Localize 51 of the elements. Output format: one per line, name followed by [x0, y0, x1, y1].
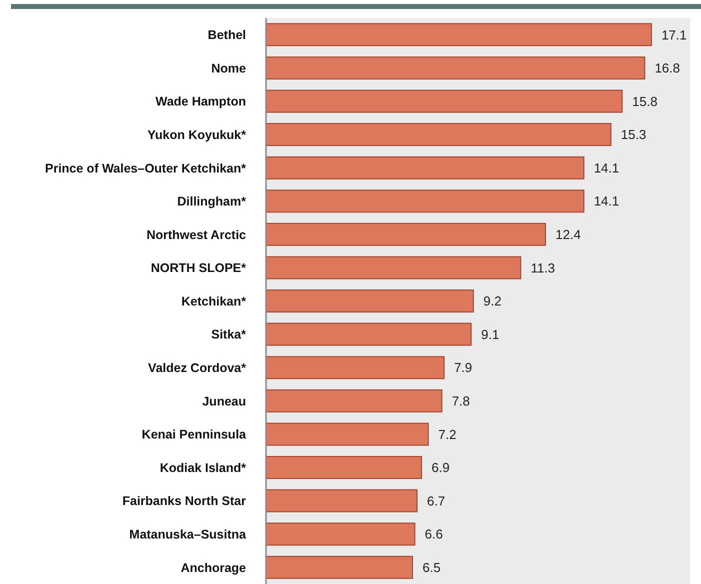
- bar: [266, 556, 414, 579]
- y-tick-label: Prince of Wales–Outer Ketchikan*: [45, 161, 246, 176]
- bar: [266, 489, 418, 512]
- data-label: 9.2: [483, 294, 502, 309]
- bar: [266, 23, 652, 46]
- data-label: 15.8: [632, 94, 658, 109]
- bar: [266, 190, 584, 213]
- y-tick-label: NORTH SLOPE*: [150, 261, 246, 276]
- data-label: 17.1: [661, 27, 687, 42]
- y-tick-label: Valdez Cordova*: [148, 361, 246, 376]
- bar: [266, 389, 442, 412]
- data-label: 15.3: [620, 127, 646, 142]
- y-tick-label: Anchorage: [180, 560, 246, 575]
- data-label: 6.9: [432, 460, 450, 476]
- bar: [266, 123, 612, 146]
- y-tick-label: Northwest Arctic: [146, 228, 246, 242]
- data-label: 7.8: [452, 394, 470, 409]
- y-tick-label: Fairbanks North Star: [122, 494, 246, 508]
- bar: [266, 456, 422, 479]
- y-tick-label: Bethel: [208, 28, 246, 42]
- data-label: 6.7: [427, 493, 446, 508]
- y-tick-label: Ketchikan*: [181, 294, 246, 308]
- y-tick-label: Matanuska–Susitna: [129, 527, 248, 542]
- bar: [266, 56, 646, 80]
- bar: [266, 90, 623, 113]
- data-label: 14.1: [594, 160, 620, 176]
- bar: [266, 422, 429, 446]
- data-label: 6.5: [422, 560, 441, 575]
- bar: [266, 522, 416, 546]
- y-tick-label: Kenai Penninsula: [142, 428, 248, 442]
- data-label: 7.2: [438, 426, 456, 442]
- data-label: 14.1: [594, 194, 620, 209]
- data-label: 7.9: [454, 360, 472, 376]
- data-label: 9.1: [481, 326, 500, 342]
- y-tick-label: Sitka*: [211, 328, 246, 342]
- data-label: 12.4: [556, 227, 581, 242]
- bar: [266, 290, 474, 313]
- y-tick-label: Kodiak Island*: [160, 460, 246, 475]
- y-tick-label: Dillingham*: [177, 194, 246, 209]
- data-label: 6.6: [424, 526, 443, 542]
- y-tick-label: Nome: [211, 61, 246, 76]
- bar: [266, 156, 584, 180]
- bar: [266, 322, 472, 346]
- bar: [266, 256, 522, 280]
- bar: [266, 222, 546, 246]
- y-tick-label: Wade Hampton: [155, 94, 246, 109]
- y-tick-label: Yukon Koyukuk*: [147, 128, 246, 142]
- y-tick-label: Juneau: [202, 394, 246, 408]
- data-label: 16.8: [654, 60, 680, 76]
- data-label: 11.3: [530, 260, 556, 276]
- bar: [266, 356, 445, 380]
